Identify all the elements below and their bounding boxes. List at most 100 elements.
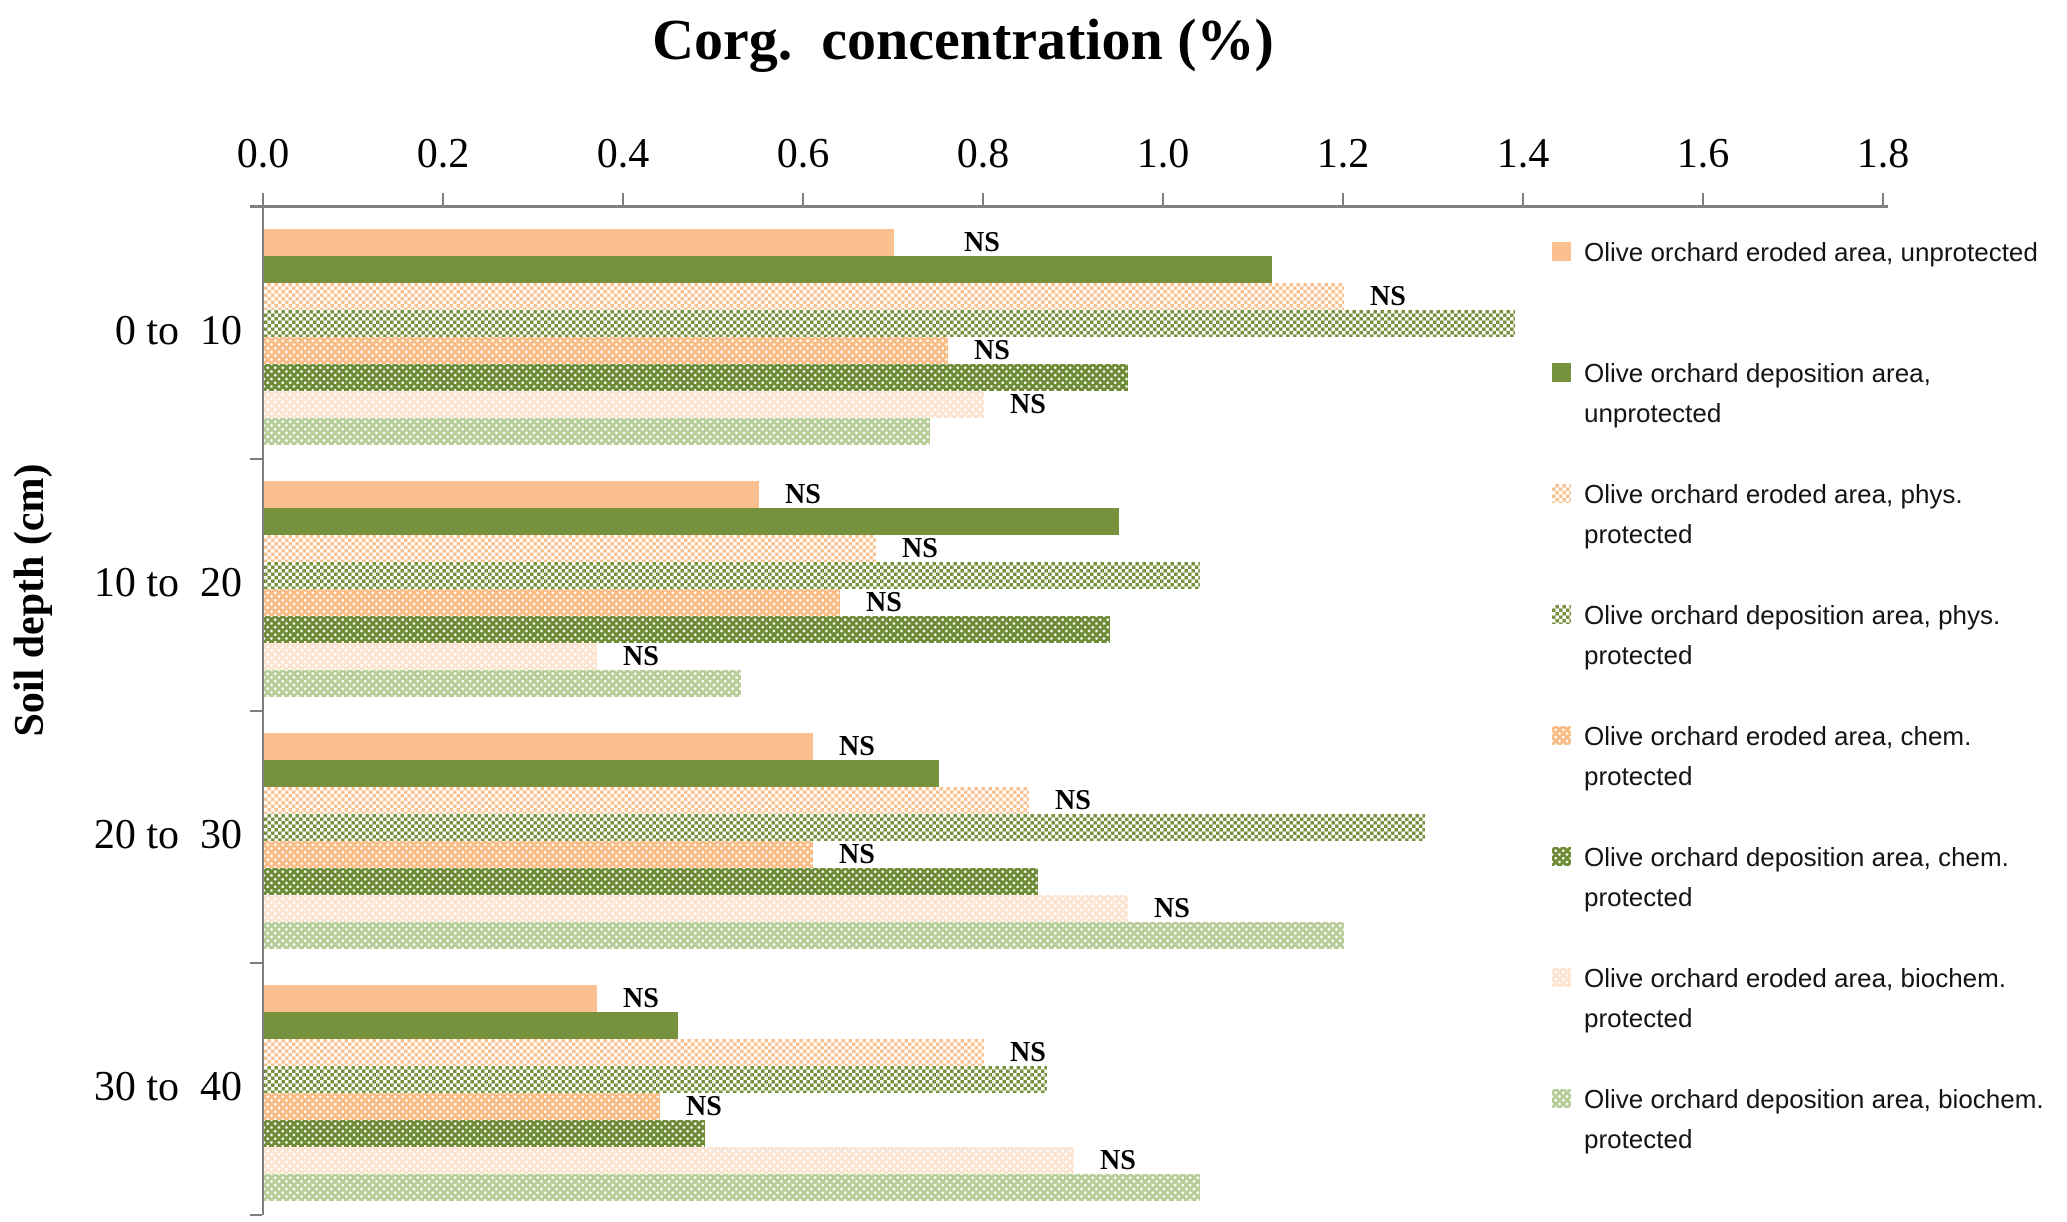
- ns-annotation: NS: [1370, 281, 1406, 312]
- x-axis-tick-label: 1.4: [1496, 131, 1550, 177]
- ns-annotation: NS: [686, 1091, 722, 1122]
- legend-item: Olive orchard deposition area, unprotect…: [1552, 353, 2057, 433]
- bar: [264, 841, 813, 868]
- legend-swatch-icon: [1552, 242, 1571, 261]
- bar: [264, 1039, 984, 1066]
- legend-swatch-icon: [1552, 847, 1571, 866]
- bar: [264, 1066, 1047, 1093]
- bar: [264, 1147, 1074, 1174]
- x-axis: [250, 205, 1888, 208]
- bar: [264, 985, 597, 1012]
- bar: [264, 391, 984, 418]
- ns-annotation: NS: [964, 227, 1000, 258]
- x-axis-tick-label: 0.4: [596, 131, 650, 177]
- y-axis-tick: [250, 710, 262, 712]
- y-axis-tick: [250, 962, 262, 964]
- legend-label: Olive orchard deposition area, chem. pro…: [1584, 842, 2009, 912]
- x-axis-tick-label: 1.2: [1316, 131, 1370, 177]
- bar: [264, 418, 930, 445]
- x-axis-tick: [1702, 193, 1704, 206]
- bar: [264, 868, 1038, 895]
- bar: [264, 481, 759, 508]
- legend-label: Olive orchard eroded area, biochem. prot…: [1584, 963, 2007, 1033]
- bar: [264, 229, 894, 256]
- legend-label: Olive orchard eroded area, unprotected: [1584, 237, 2038, 267]
- x-axis-tick: [262, 193, 264, 206]
- ns-annotation: NS: [839, 731, 875, 762]
- x-axis-tick: [1522, 193, 1524, 206]
- bar: [264, 337, 948, 364]
- x-axis-tick-label: 0.6: [776, 131, 830, 177]
- bar: [264, 616, 1110, 643]
- ns-annotation: NS: [1010, 389, 1046, 420]
- bar: [264, 589, 840, 616]
- legend-label: Olive orchard deposition area, unprotect…: [1584, 358, 1931, 428]
- ns-annotation: NS: [902, 533, 938, 564]
- y-axis: [262, 205, 264, 1215]
- bar: [264, 310, 1515, 337]
- legend-swatch-icon: [1552, 1089, 1571, 1108]
- bar: [264, 787, 1029, 814]
- x-axis-tick-label: 0.8: [956, 131, 1010, 177]
- legend-item: Olive orchard deposition area, chem. pro…: [1552, 837, 2057, 917]
- legend-item: Olive orchard eroded area, chem. protect…: [1552, 716, 2057, 796]
- bar: [264, 283, 1344, 310]
- x-axis-tick: [1342, 193, 1344, 206]
- ns-annotation: NS: [839, 839, 875, 870]
- legend-swatch-icon: [1552, 484, 1571, 503]
- bar: [264, 1093, 660, 1120]
- x-axis-tick: [1882, 193, 1884, 206]
- bar: [264, 256, 1272, 283]
- x-axis-tick-label: 1.8: [1856, 131, 1910, 177]
- bar: [264, 670, 741, 697]
- y-axis-tick: [250, 1214, 262, 1216]
- bar: [264, 1012, 678, 1039]
- legend-item: Olive orchard deposition area, biochem. …: [1552, 1079, 2057, 1159]
- legend-label: Olive orchard deposition area, biochem. …: [1584, 1084, 2044, 1154]
- bar: [264, 1174, 1200, 1201]
- x-axis-tick-label: 0.2: [416, 131, 470, 177]
- ns-annotation: NS: [974, 335, 1010, 366]
- category-label: 30 to 40: [93, 1064, 242, 1110]
- x-axis-tick: [982, 193, 984, 206]
- x-axis-tick-label: 1.6: [1676, 131, 1730, 177]
- legend-label: Olive orchard eroded area, phys. protect…: [1584, 479, 1963, 549]
- x-axis-tick: [802, 193, 804, 206]
- x-axis-tick-label: 0.0: [236, 131, 290, 177]
- category-label: 10 to 20: [93, 560, 242, 606]
- x-axis-tick: [442, 193, 444, 206]
- legend-label: Olive orchard eroded area, chem. protect…: [1584, 721, 1972, 791]
- legend-item: Olive orchard eroded area, unprotected: [1552, 232, 2057, 272]
- x-axis-tick: [622, 193, 624, 206]
- ns-annotation: NS: [866, 587, 902, 618]
- ns-annotation: NS: [1055, 785, 1091, 816]
- y-axis-tick: [250, 206, 262, 208]
- ns-annotation: NS: [1154, 893, 1190, 924]
- legend-item: Olive orchard eroded area, phys. protect…: [1552, 474, 2057, 554]
- legend-swatch-icon: [1552, 363, 1571, 382]
- legend-label: Olive orchard deposition area, phys. pro…: [1584, 600, 2001, 670]
- chart-title: Corg. concentration (%): [652, 7, 1274, 72]
- bar: [264, 535, 876, 562]
- ns-annotation: NS: [1010, 1037, 1046, 1068]
- bar: [264, 895, 1128, 922]
- bar: [264, 364, 1128, 391]
- bar: [264, 922, 1344, 949]
- ns-annotation: NS: [1100, 1145, 1136, 1176]
- x-axis-tick-label: 1.0: [1136, 131, 1190, 177]
- bar: [264, 1120, 705, 1147]
- legend-item: Olive orchard deposition area, phys. pro…: [1552, 595, 2057, 675]
- legend-swatch-icon: [1552, 968, 1571, 987]
- bar: [264, 733, 813, 760]
- bar: [264, 562, 1200, 589]
- ns-annotation: NS: [785, 479, 821, 510]
- category-label: 0 to 10: [114, 308, 242, 354]
- bar: [264, 760, 939, 787]
- x-axis-tick: [1162, 193, 1164, 206]
- legend-item: Olive orchard eroded area, biochem. prot…: [1552, 958, 2057, 1038]
- bar: [264, 643, 597, 670]
- legend-swatch-icon: [1552, 726, 1571, 745]
- bar: [264, 814, 1425, 841]
- ns-annotation: NS: [623, 641, 659, 672]
